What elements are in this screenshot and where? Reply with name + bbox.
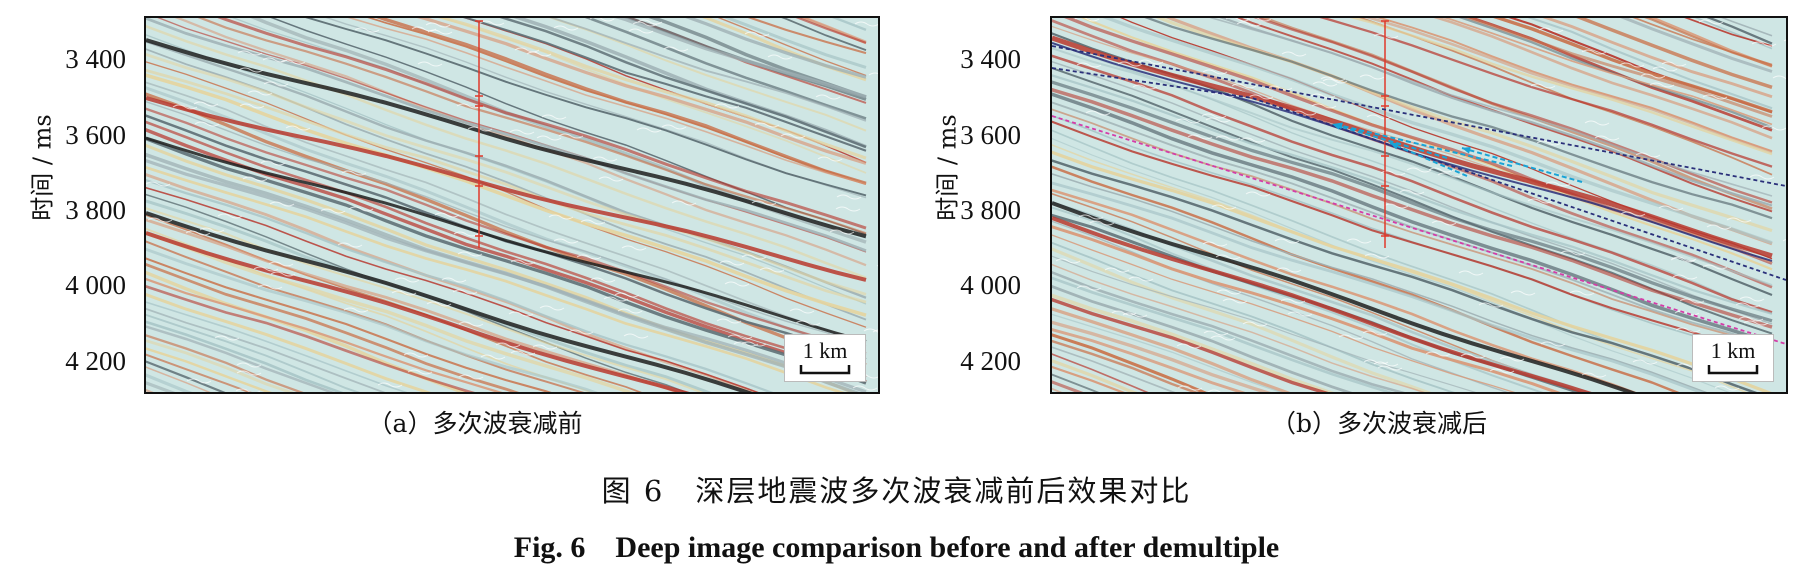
seismic-section-before: 1 km [144,16,880,394]
y-tick-label: 3 400 [960,44,1021,74]
seismic-image [1052,18,1786,392]
panel-caption: （b）多次波衰减后 [1270,409,1487,438]
scale-bar-line [799,365,851,375]
scale-bar: 1 km [1692,334,1774,382]
figure-title-en: Fig. 6 Deep image comparison before and … [513,531,1280,564]
scale-bar-line [1707,365,1759,375]
y-tick-label: 4 000 [960,270,1021,300]
panel-caption: （a）多次波衰减前 [367,409,583,438]
y-axis-label: 时间 / ms [933,114,962,221]
figure-title-cn: 图 6 深层地震波多次波衰减前后效果对比 [601,474,1192,508]
seismic-section-after: 1 km [1050,16,1788,394]
y-tick-label: 3 800 [960,195,1021,225]
panel-b: 时间 / ms 3 400 3 600 3 800 4 000 4 200 1 … [905,0,1793,440]
y-tick-label: 4 200 [65,346,126,376]
panel-a: 时间 / ms 3 400 3 600 3 800 4 000 4 200 1 … [0,0,890,440]
seismic-image [146,18,878,392]
scale-bar: 1 km [784,334,866,382]
y-tick-label: 3 600 [65,120,126,150]
y-tick-label: 4 200 [960,346,1021,376]
y-tick-label: 4 000 [65,270,126,300]
y-tick-label: 3 600 [960,120,1021,150]
y-axis-label: 时间 / ms [28,114,57,221]
y-tick-label: 3 400 [65,44,126,74]
y-tick-label: 3 800 [65,195,126,225]
